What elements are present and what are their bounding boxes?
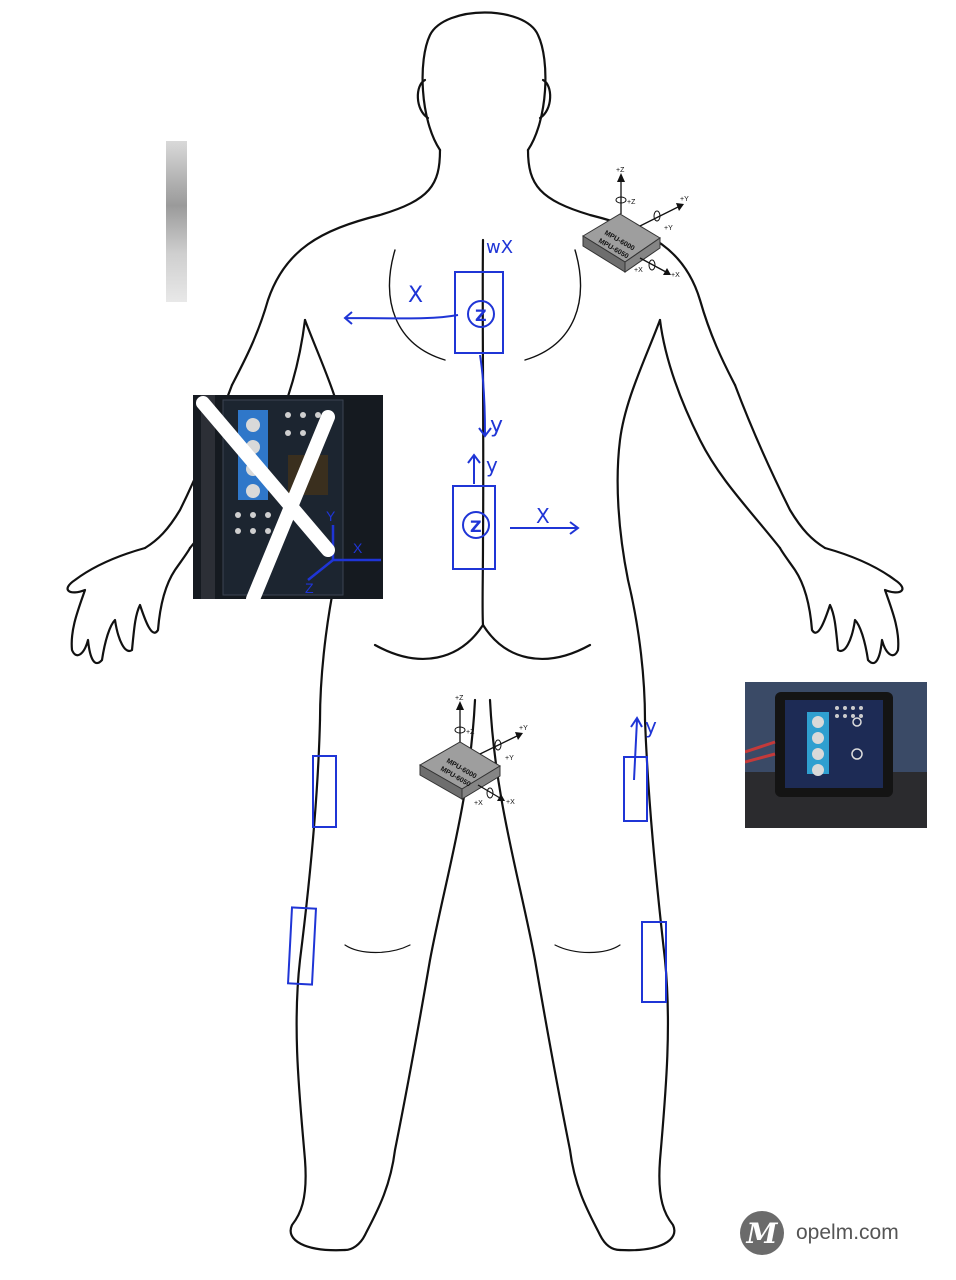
chip-axis-z: +Z <box>455 695 464 702</box>
right-thigh-y-arrow <box>630 716 643 781</box>
cross-out-mark <box>196 396 335 599</box>
photo-label-x: X <box>353 540 363 556</box>
sensor-annotations <box>286 271 667 1003</box>
left-thigh-sensor-box <box>312 755 337 828</box>
upper-back-label-x: X <box>408 283 423 308</box>
upper-back-sensor-box <box>454 271 504 354</box>
left-hand <box>66 546 192 665</box>
chip-x-rotation <box>648 259 656 271</box>
left-leg-outer <box>289 718 347 1252</box>
chip-axis-x-rot: +X <box>474 800 483 807</box>
mpu-chip-pelvis: MPU-6000 MPU-6050 +Z +Z +Y +Y +X +X <box>418 695 528 807</box>
right-ear <box>538 78 552 120</box>
lower-back-y-arrow <box>467 453 481 484</box>
lower-back-label-y: y <box>486 453 498 477</box>
chip-side <box>624 237 661 273</box>
chip-axis-z: +Z <box>616 167 625 174</box>
chip-axis-y: +Y <box>680 196 689 203</box>
upper-back-x-arrow <box>343 311 459 325</box>
head-outline <box>421 11 547 152</box>
chip-x-rotation <box>486 787 494 799</box>
logo-letter: M <box>746 1216 778 1250</box>
chip-axis-x: +X <box>506 799 515 806</box>
right-arm-inner <box>658 318 782 550</box>
lower-back-label-z: Z <box>470 517 482 536</box>
right-knee-crease <box>554 944 621 954</box>
mpu-chip-shoulder: MPU-6000 MPU-6050 +Z +Z +Y +Y +X +X <box>582 167 689 279</box>
pcb-holes <box>835 706 863 718</box>
device-photo-crossed: Y X Z <box>193 395 383 599</box>
right-scapula <box>524 249 582 361</box>
watermark-site-text: opelm.com <box>796 1221 899 1244</box>
chip-y-rotation <box>653 210 661 222</box>
photo-label-z: Z <box>305 580 314 596</box>
human-body-back-outline <box>66 11 904 1252</box>
chip-axis-y-rot: +Y <box>505 755 514 762</box>
annotation-labels: Z X y wX Z X y y <box>408 237 657 738</box>
upper-back-z-circle <box>467 300 495 328</box>
chip-y-axis <box>639 206 679 227</box>
lower-back-sensor-box <box>452 485 496 570</box>
left-ear <box>416 78 430 120</box>
lower-back-label-x: X <box>536 504 550 528</box>
status-led <box>851 748 863 760</box>
right-hand <box>778 546 904 665</box>
right-calf-sensor-box <box>641 921 667 1003</box>
left-leg-inner <box>343 698 477 1252</box>
right-thigh-label-y: y <box>645 714 657 738</box>
upper-back-label-top: wX <box>486 237 513 258</box>
device-photo-left-svg: Y X Z <box>193 395 383 599</box>
wires <box>745 740 776 764</box>
right-arm-outer <box>733 383 827 550</box>
opelm-logo: M <box>740 1211 784 1255</box>
chip-axis-x: +X <box>671 272 680 279</box>
chip-x-axis <box>639 257 667 273</box>
pcb-board <box>785 700 883 788</box>
chip-axis-x-rot: +X <box>634 267 643 274</box>
upper-back-y-arrow <box>478 354 492 438</box>
gray-strip-fragment <box>166 141 187 302</box>
chip-x-axis <box>477 784 501 799</box>
right-leg-outer <box>618 718 676 1252</box>
chip-axis-y: +Y <box>519 725 528 732</box>
chip-y-rotation <box>494 739 502 751</box>
buttocks-curve <box>373 623 592 660</box>
left-knee-crease <box>344 944 411 954</box>
left-calf-sensor-box <box>286 906 318 986</box>
chip-z-rotation <box>615 196 627 204</box>
chip-side <box>461 765 501 800</box>
chip-y-axis <box>479 735 518 755</box>
screw-terminals <box>812 716 824 776</box>
chip-z-rotation <box>454 726 466 734</box>
lower-back-z-circle <box>462 511 490 539</box>
right-leg-inner <box>488 698 622 1252</box>
upper-back-label-z: Z <box>475 306 487 325</box>
right-torso-side <box>616 318 662 722</box>
photo-label-y: Y <box>326 508 336 524</box>
lower-back-x-arrow <box>510 521 580 535</box>
site-watermark: M opelm.com <box>740 1208 899 1258</box>
upper-back-label-y: y <box>490 413 503 438</box>
device-photo-right-svg <box>745 682 927 828</box>
left-neck-shoulder <box>230 148 442 387</box>
chip-axis-z-rot: +Z <box>466 729 475 736</box>
device-photo-right <box>745 682 927 828</box>
chip-axis-z-rot: +Z <box>627 199 636 206</box>
chip-axis-y-rot: +Y <box>664 225 673 232</box>
